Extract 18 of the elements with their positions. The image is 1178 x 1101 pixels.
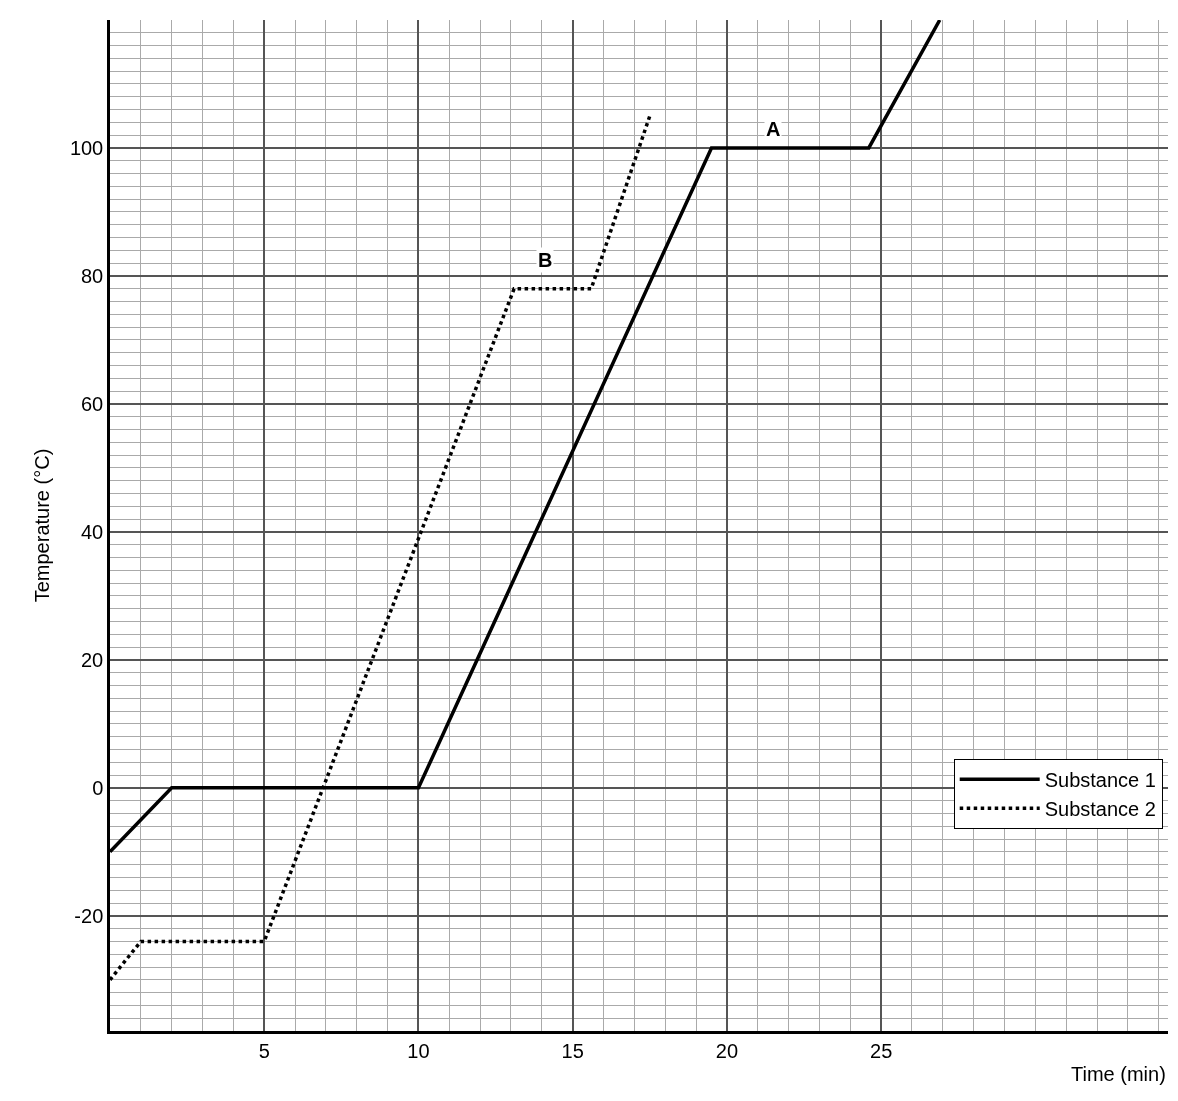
x-tick-label: 20 bbox=[715, 1039, 739, 1062]
x-tick-label: 25 bbox=[870, 1039, 893, 1062]
x-tick-label: 15 bbox=[561, 1039, 584, 1062]
x-tick-label: 5 bbox=[258, 1039, 270, 1062]
y-tick-label: -20 bbox=[74, 904, 104, 927]
y-tick-label: 60 bbox=[81, 392, 104, 415]
y-tick-label: 20 bbox=[81, 648, 104, 671]
annotation: A bbox=[766, 118, 781, 140]
legend-label: Substance 1 bbox=[1044, 769, 1156, 792]
x-axis-title: Time (min) bbox=[1071, 1063, 1166, 1085]
legend-label: Substance 2 bbox=[1044, 798, 1156, 821]
y-tick-label: 100 bbox=[69, 136, 104, 159]
y-tick-label: 40 bbox=[81, 520, 104, 543]
y-axis-title: Temperature (°C) bbox=[31, 448, 54, 603]
x-tick-label: 10 bbox=[407, 1039, 430, 1062]
y-tick-label: 80 bbox=[81, 264, 104, 287]
annotation: B bbox=[538, 249, 553, 271]
y-tick-label: 0 bbox=[92, 776, 104, 799]
